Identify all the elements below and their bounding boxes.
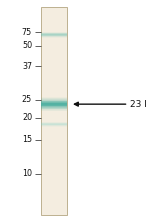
Text: 50: 50	[22, 41, 32, 50]
Bar	[41, 97, 67, 98]
Text: 15: 15	[22, 136, 32, 144]
Bar	[41, 34, 67, 35]
Bar	[41, 98, 67, 99]
Bar	[41, 104, 67, 105]
Bar	[41, 107, 67, 108]
Bar	[41, 32, 67, 33]
Bar	[41, 105, 67, 106]
Bar	[41, 99, 67, 100]
Bar	[41, 125, 67, 126]
Bar	[41, 110, 67, 111]
Bar	[41, 37, 67, 38]
Bar	[41, 124, 67, 125]
Text: 20: 20	[22, 113, 32, 122]
Bar	[41, 123, 67, 124]
Bar	[41, 121, 67, 122]
Bar	[41, 36, 67, 37]
Bar	[41, 35, 67, 36]
Bar	[41, 103, 67, 104]
Text: 75: 75	[22, 28, 32, 37]
Bar	[41, 126, 67, 127]
Bar	[41, 102, 67, 103]
Text: 37: 37	[22, 62, 32, 71]
Bar	[41, 7, 67, 215]
Bar	[41, 100, 67, 101]
Bar	[41, 106, 67, 107]
Bar	[41, 33, 67, 34]
Bar	[41, 108, 67, 109]
Bar	[41, 101, 67, 102]
Text: 10: 10	[22, 169, 32, 178]
Text: 23 kDa: 23 kDa	[130, 100, 146, 109]
Bar	[41, 122, 67, 123]
Text: 25: 25	[22, 95, 32, 104]
Bar	[41, 109, 67, 110]
